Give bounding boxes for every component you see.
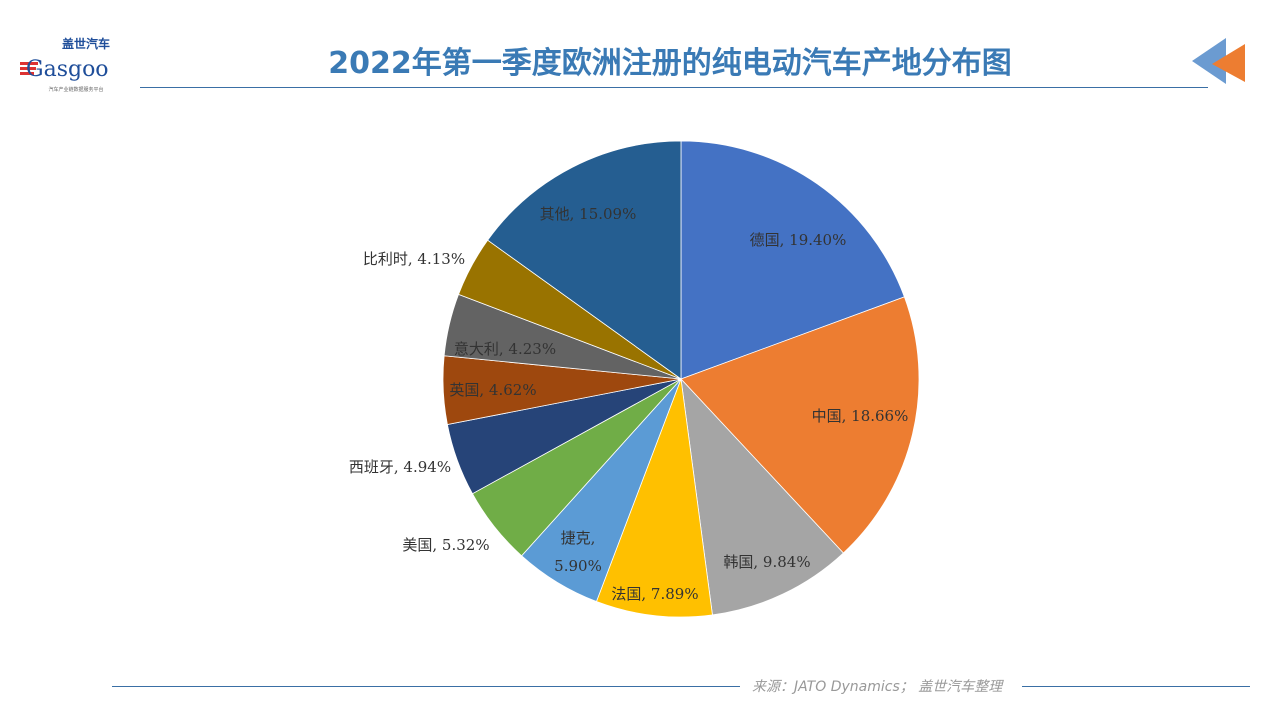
data-label: 韩国, 9.84% (723, 553, 810, 571)
data-label: 其他, 15.09% (540, 205, 637, 223)
data-label: 法国, 7.89% (611, 585, 698, 603)
page-title: 2022年第一季度欧洲注册的纯电动汽车产地分布图 (328, 46, 1012, 81)
gasgoo-logo: 盖世汽车 Gasgoo 汽车产业链数据服务平台 (18, 36, 138, 96)
data-label: 美国, 5.32% (402, 536, 489, 554)
pie-slice-2 (680, 377, 844, 616)
data-label: 中国, 18.66% (812, 407, 909, 425)
source-note: 来源：JATO Dynamics； 盖世汽车整理 (752, 679, 1003, 695)
logo-en: Gasgoo (26, 57, 109, 82)
pie-slice-1 (680, 296, 920, 554)
data-label: 西班牙, 4.94% (349, 458, 451, 476)
footer-divider (112, 686, 740, 687)
pie-slice-3 (595, 378, 713, 618)
title-divider (140, 87, 1208, 88)
data-label: 德国, 19.40% (750, 231, 847, 249)
data-label: 比利时, 4.13% (363, 250, 465, 268)
logo-tagline: 汽车产业链数据服务平台 (48, 86, 103, 93)
pie-slice-10 (487, 140, 682, 380)
data-label: 捷克, 5.90% (554, 529, 602, 575)
back-arrow-icon (1190, 36, 1250, 90)
data-label: 意大利, 4.23% (454, 340, 556, 358)
footer-divider (1022, 686, 1250, 687)
logo-cn: 盖世汽车 (62, 36, 110, 51)
pie-slice-0 (680, 140, 905, 380)
data-label: 英国, 4.62% (449, 381, 536, 399)
